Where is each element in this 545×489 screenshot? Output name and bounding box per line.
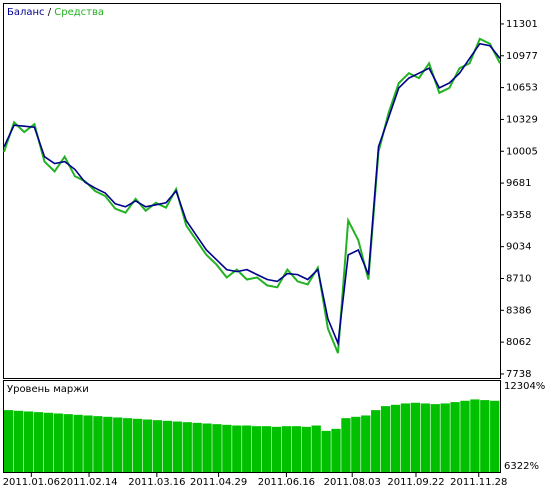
y-tick-label: 11301 [506,19,538,30]
margin-bar [361,415,371,472]
y-tick-label: 8062 [506,337,531,348]
margin-bar [4,410,14,472]
margin-bar [440,403,450,472]
margin-bar [33,412,44,472]
margin-bar [222,424,232,472]
y-tick-label: 9358 [506,210,531,221]
margin-bar [212,424,222,472]
margin-bar [311,425,321,472]
margin-bar [420,403,430,472]
margin-bar [331,428,341,472]
margin-bar [301,426,311,472]
margin-bar [182,422,192,472]
margin-bar [490,400,500,472]
margin-bar [142,419,153,472]
margin-bar [410,402,421,472]
margin-bar [460,400,470,472]
margin-bar [43,412,53,472]
margin-bar [232,425,242,472]
x-tick-label: 2011.02.14 [60,477,117,488]
margin-bar [202,423,212,472]
margin-bar [83,415,93,472]
margin-bar [23,411,34,472]
y-tick-label: 9034 [506,242,531,253]
margin-bar [123,418,133,472]
y-tick-label: 10005 [506,146,538,157]
margin-bar [132,418,143,472]
margin-bar [321,430,331,472]
x-tick-label: 2011.09.22 [387,477,444,488]
y-tick-label: 7738 [506,369,531,380]
x-tick-label: 2011.03.16 [128,477,185,488]
margin-title: Уровень маржи [7,384,89,395]
margin-bar [73,414,83,472]
x-tick-label: 2011.01.06 [3,477,60,488]
margin-bar [271,426,282,472]
margin-bar [103,416,113,472]
margin-bar [380,406,391,472]
legend-balance: Баланс [7,7,45,18]
margin-bar [242,425,252,472]
margin-bar [351,416,361,472]
margin-bar [261,426,272,472]
y-tick-label: 6322% [504,461,539,472]
margin-bar [53,413,63,472]
y-tick-label: 10977 [506,51,538,62]
y-tick-label: 9681 [506,178,531,189]
margin-bar [291,426,301,472]
margin-bar [480,400,490,472]
margin-bar [252,426,262,472]
y-tick-label: 10329 [506,114,538,125]
margin-bar [400,403,411,472]
margin-bar [113,417,123,472]
x-tick-label: 2011.08.03 [324,477,381,488]
margin-bar [450,402,460,472]
margin-bar [390,404,401,472]
x-tick-label: 2011.11.28 [450,477,507,488]
y-tick-label: 10653 [506,83,538,94]
x-tick-label: 2011.04.29 [190,477,247,488]
margin-bar [430,404,440,472]
margin-bar [192,422,202,472]
y-tick-label: 8710 [506,273,531,284]
margin-bar [152,420,163,472]
margin-bar [93,416,103,472]
series-line [3,42,501,347]
y-tick-label: 12304% [504,381,545,392]
margin-bar [162,420,173,472]
margin-bar [13,410,24,472]
margin-bar [281,426,292,472]
margin-bar [172,421,182,472]
margin-bar [341,418,351,472]
price-panel-frame [3,3,501,379]
x-tick-label: 2011.06.16 [258,477,315,488]
legend: Баланс / Средства [7,7,104,18]
margin-bar [470,399,480,472]
legend-separator: / [45,7,55,18]
legend-equity: Средства [54,7,104,18]
y-tick-label: 8386 [506,305,531,316]
margin-panel-frame [3,380,501,473]
margin-bar [63,414,73,472]
margin-bar [371,410,381,472]
